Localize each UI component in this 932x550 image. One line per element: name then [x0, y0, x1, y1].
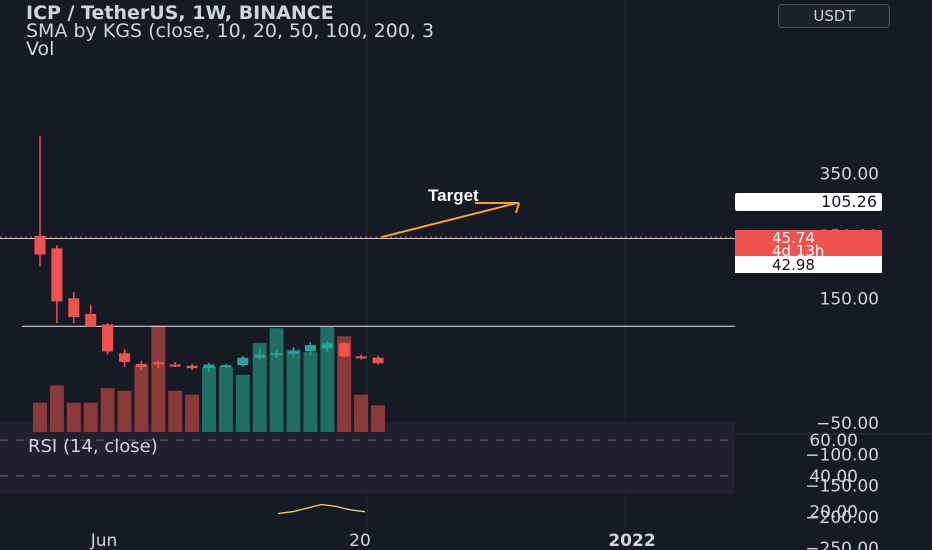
last-price-tag — [735, 230, 882, 256]
volume-bar — [168, 390, 183, 432]
target-price-text: 105.26 — [821, 192, 877, 211]
y-tick-label: −50.00 — [816, 414, 879, 434]
x-label-2022: 2022 — [608, 531, 655, 550]
candle-body — [271, 353, 283, 356]
volume-bar — [66, 402, 81, 432]
candle-body — [152, 362, 164, 365]
volume-bar — [33, 402, 47, 432]
volume-bar — [117, 390, 132, 432]
x-label-20: 20 — [349, 531, 371, 550]
currency-button[interactable]: USDT — [778, 4, 890, 28]
candle-body — [372, 357, 384, 364]
candle-body — [220, 365, 232, 368]
candle-body — [338, 343, 350, 357]
target-price-tag — [735, 193, 882, 211]
candle-body — [68, 298, 80, 318]
support-price-text: 42.98 — [772, 256, 815, 274]
volume-bar — [83, 402, 98, 432]
rsi-tick-label: 40.00 — [809, 467, 858, 487]
rsi-band — [0, 422, 735, 494]
volume-bar — [252, 342, 267, 432]
y-tick-label: −100.00 — [805, 445, 879, 465]
y-tick-label: −250.00 — [805, 539, 879, 550]
volume-bar — [49, 385, 64, 432]
candle-body — [119, 353, 130, 363]
candle-body — [321, 343, 333, 349]
support-price-tag — [735, 256, 882, 273]
y-tick-label: 350.00 — [820, 164, 879, 184]
candle-body — [102, 324, 114, 352]
volume-label: Vol — [26, 38, 55, 60]
volume-bar — [235, 374, 250, 432]
candle-body — [51, 248, 63, 302]
volume-bar — [185, 394, 200, 432]
volume-bar — [100, 388, 115, 432]
x-label-jun: Jun — [90, 531, 118, 550]
chart-title: ICP / TetherUS, 1W, BINANCE — [26, 2, 334, 24]
y-tick-label: −150.00 — [805, 477, 879, 497]
last-price-text: 45.74 — [772, 229, 815, 247]
volume-bar — [202, 366, 216, 432]
volume-bar — [354, 394, 369, 432]
y-tick-label: −200.00 — [805, 508, 879, 528]
candle-body — [237, 357, 249, 366]
rsi-tick-label: 60.00 — [809, 431, 858, 451]
candle-body — [203, 364, 215, 369]
candle-body — [288, 351, 299, 354]
candle-body — [254, 354, 266, 358]
volume-bar — [151, 325, 166, 432]
rsi-line — [277, 503, 366, 515]
candle-body — [304, 345, 316, 352]
volume-bar — [337, 336, 352, 432]
target-arrow — [381, 202, 518, 238]
candle-body — [34, 235, 46, 255]
countdown-text: 4d 13h — [772, 242, 824, 260]
candle-body — [135, 363, 147, 368]
volume-bar — [218, 366, 233, 432]
volume-bar — [134, 365, 149, 432]
target-arrow-head — [515, 202, 520, 214]
volume-bar — [320, 326, 335, 432]
volume-bar — [303, 352, 318, 432]
candle-body — [169, 364, 181, 367]
volume-bar — [371, 405, 385, 432]
volume-bar — [286, 349, 301, 432]
candle-body — [186, 365, 198, 369]
y-tick-label: 150.00 — [820, 289, 879, 309]
indicator-label: SMA by KGS (close, 10, 20, 50, 100, 200,… — [26, 20, 435, 42]
target-label: Target — [428, 186, 479, 205]
rsi-tick-label: 20.00 — [809, 503, 858, 523]
volume-bar — [269, 328, 284, 432]
candle-body — [355, 356, 367, 359]
candle-body — [85, 313, 97, 327]
rsi-label: RSI (14, close) — [28, 436, 158, 457]
